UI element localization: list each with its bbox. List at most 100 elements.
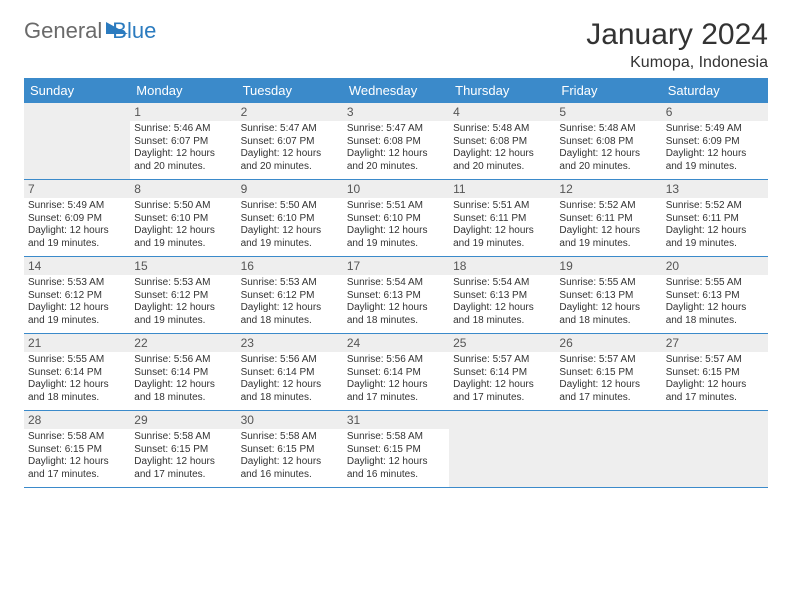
day-number: 4 (449, 103, 555, 121)
location-text: Kumopa, Indonesia (586, 54, 768, 72)
day-number: 30 (237, 411, 343, 429)
day-number: 7 (24, 180, 130, 198)
day-cell: 17 Sunrise: 5:54 AMSunset: 6:13 PMDayligh… (343, 257, 449, 333)
day-info: Sunrise: 5:47 AMSunset: 6:08 PMDaylight:… (347, 123, 445, 173)
day-number: 26 (555, 334, 661, 352)
day-number: 17 (343, 257, 449, 275)
day-info: Sunrise: 5:49 AMSunset: 6:09 PMDaylight:… (28, 200, 126, 250)
day-number: 12 (555, 180, 661, 198)
day-cell: 16 Sunrise: 5:53 AMSunset: 6:12 PMDayligh… (237, 257, 343, 333)
day-cell: 24Sunrise: 5:56 AMSunset: 6:14 PMDayligh… (343, 334, 449, 410)
day-info: Sunrise: 5:51 AMSunset: 6:11 PMDaylight:… (453, 200, 551, 250)
day-number: 5 (555, 103, 661, 121)
logo-text-blue: Blue (112, 18, 156, 44)
day-header-row: SundayMondayTuesdayWednesdayThursdayFrid… (24, 78, 768, 103)
day-cell: 26 Sunrise: 5:57 AMSunset: 6:15 PMDayligh… (555, 334, 661, 410)
day-cell: 6 Sunrise: 5:49 AMSunset: 6:09 PMDaylight… (662, 103, 768, 179)
day-cell: 9 Sunrise: 5:50 AMSunset: 6:10 PMDaylight… (237, 180, 343, 256)
day-cell: 22Sunrise: 5:56 AMSunset: 6:14 PMDayligh… (130, 334, 236, 410)
calendar: SundayMondayTuesdayWednesdayThursdayFrid… (24, 78, 768, 488)
day-cell: 1 Sunrise: 5:46 AMSunset: 6:07 PMDaylight… (130, 103, 236, 179)
day-cell: 2 Sunrise: 5:47 AMSunset: 6:07 PMDaylight… (237, 103, 343, 179)
day-header: Sunday (24, 78, 130, 103)
day-number: 23 (237, 334, 343, 352)
day-info: Sunrise: 5:52 AMSunset: 6:11 PMDaylight:… (559, 200, 657, 250)
day-number: 22 (130, 334, 236, 352)
day-cell: 15 Sunrise: 5:53 AMSunset: 6:12 PMDayligh… (130, 257, 236, 333)
month-title: January 2024 (586, 18, 768, 52)
day-number: 28 (24, 411, 130, 429)
day-number: 16 (237, 257, 343, 275)
day-info: Sunrise: 5:50 AMSunset: 6:10 PMDaylight:… (241, 200, 339, 250)
day-info: Sunrise: 5:58 AMSunset: 6:15 PMDaylight:… (347, 431, 445, 481)
day-number: 31 (343, 411, 449, 429)
day-info: Sunrise: 5:47 AMSunset: 6:07 PMDaylight:… (241, 123, 339, 173)
day-info: Sunrise: 5:56 AMSunset: 6:14 PMDaylight:… (347, 354, 445, 404)
day-info: Sunrise: 5:53 AMSunset: 6:12 PMDaylight:… (28, 277, 126, 327)
day-info: Sunrise: 5:58 AMSunset: 6:15 PMDaylight:… (241, 431, 339, 481)
day-cell: 11 Sunrise: 5:51 AMSunset: 6:11 PMDayligh… (449, 180, 555, 256)
day-number: 1 (130, 103, 236, 121)
logo-text-general: General (24, 18, 102, 44)
day-info: Sunrise: 5:53 AMSunset: 6:12 PMDaylight:… (134, 277, 232, 327)
day-info: Sunrise: 5:55 AMSunset: 6:14 PMDaylight:… (28, 354, 126, 404)
day-cell: 3Sunrise: 5:47 AMSunset: 6:08 PMDaylight… (343, 103, 449, 179)
day-cell (24, 103, 130, 179)
day-cell: 7 Sunrise: 5:49 AMSunset: 6:09 PMDaylight… (24, 180, 130, 256)
week-row: 7 Sunrise: 5:49 AMSunset: 6:09 PMDaylight… (24, 180, 768, 257)
day-cell: 27 Sunrise: 5:57 AMSunset: 6:15 PMDayligh… (662, 334, 768, 410)
day-cell: 21 Sunrise: 5:55 AMSunset: 6:14 PMDayligh… (24, 334, 130, 410)
day-number: 13 (662, 180, 768, 198)
day-cell: 18 Sunrise: 5:54 AMSunset: 6:13 PMDayligh… (449, 257, 555, 333)
day-cell: 23 Sunrise: 5:56 AMSunset: 6:14 PMDayligh… (237, 334, 343, 410)
day-cell: 12 Sunrise: 5:52 AMSunset: 6:11 PMDayligh… (555, 180, 661, 256)
header: General Blue January 2024 Kumopa, Indone… (24, 18, 768, 72)
weeks-container: 1 Sunrise: 5:46 AMSunset: 6:07 PMDaylight… (24, 103, 768, 488)
day-number: 27 (662, 334, 768, 352)
day-cell: 5 Sunrise: 5:48 AMSunset: 6:08 PMDaylight… (555, 103, 661, 179)
day-number: 9 (237, 180, 343, 198)
day-info: Sunrise: 5:53 AMSunset: 6:12 PMDaylight:… (241, 277, 339, 327)
day-header: Wednesday (343, 78, 449, 103)
day-cell: 30 Sunrise: 5:58 AMSunset: 6:15 PMDayligh… (237, 411, 343, 487)
day-info: Sunrise: 5:56 AMSunset: 6:14 PMDaylight:… (241, 354, 339, 404)
week-row: 21 Sunrise: 5:55 AMSunset: 6:14 PMDayligh… (24, 334, 768, 411)
day-header: Friday (555, 78, 661, 103)
day-info: Sunrise: 5:50 AMSunset: 6:10 PMDaylight:… (134, 200, 232, 250)
title-block: January 2024 Kumopa, Indonesia (586, 18, 768, 72)
day-info: Sunrise: 5:52 AMSunset: 6:11 PMDaylight:… (666, 200, 764, 250)
day-info: Sunrise: 5:54 AMSunset: 6:13 PMDaylight:… (347, 277, 445, 327)
day-number: 18 (449, 257, 555, 275)
day-number: 25 (449, 334, 555, 352)
day-info: Sunrise: 5:57 AMSunset: 6:15 PMDaylight:… (666, 354, 764, 404)
day-number: 20 (662, 257, 768, 275)
day-cell: 28Sunrise: 5:58 AMSunset: 6:15 PMDayligh… (24, 411, 130, 487)
day-info: Sunrise: 5:48 AMSunset: 6:08 PMDaylight:… (559, 123, 657, 173)
day-cell (449, 411, 555, 487)
day-cell (662, 411, 768, 487)
day-info: Sunrise: 5:46 AMSunset: 6:07 PMDaylight:… (134, 123, 232, 173)
day-number: 19 (555, 257, 661, 275)
day-header: Thursday (449, 78, 555, 103)
day-cell: 20Sunrise: 5:55 AMSunset: 6:13 PMDayligh… (662, 257, 768, 333)
day-cell (555, 411, 661, 487)
day-info: Sunrise: 5:58 AMSunset: 6:15 PMDaylight:… (134, 431, 232, 481)
day-number: 6 (662, 103, 768, 121)
day-cell: 4Sunrise: 5:48 AMSunset: 6:08 PMDaylight… (449, 103, 555, 179)
day-info: Sunrise: 5:55 AMSunset: 6:13 PMDaylight:… (559, 277, 657, 327)
day-info: Sunrise: 5:49 AMSunset: 6:09 PMDaylight:… (666, 123, 764, 173)
day-number: 11 (449, 180, 555, 198)
day-cell: 10Sunrise: 5:51 AMSunset: 6:10 PMDayligh… (343, 180, 449, 256)
day-number: 2 (237, 103, 343, 121)
day-info: Sunrise: 5:57 AMSunset: 6:15 PMDaylight:… (559, 354, 657, 404)
day-number: 21 (24, 334, 130, 352)
day-info: Sunrise: 5:54 AMSunset: 6:13 PMDaylight:… (453, 277, 551, 327)
day-number: 15 (130, 257, 236, 275)
day-cell: 25 Sunrise: 5:57 AMSunset: 6:14 PMDayligh… (449, 334, 555, 410)
day-number: 14 (24, 257, 130, 275)
day-info: Sunrise: 5:57 AMSunset: 6:14 PMDaylight:… (453, 354, 551, 404)
day-cell: 14 Sunrise: 5:53 AMSunset: 6:12 PMDayligh… (24, 257, 130, 333)
day-cell: 29Sunrise: 5:58 AMSunset: 6:15 PMDayligh… (130, 411, 236, 487)
day-info: Sunrise: 5:51 AMSunset: 6:10 PMDaylight:… (347, 200, 445, 250)
week-row: 1 Sunrise: 5:46 AMSunset: 6:07 PMDaylight… (24, 103, 768, 180)
